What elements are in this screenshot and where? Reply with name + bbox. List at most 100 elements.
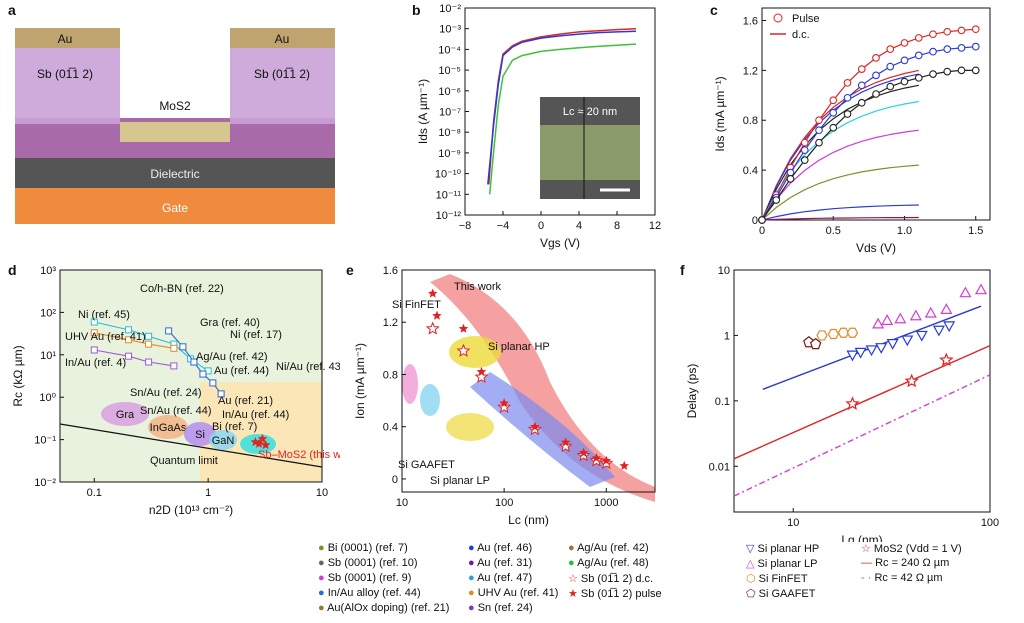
x-tick-label: 10: [316, 487, 328, 499]
legend-item: ☆ Sb (01̅1 2) d.c.: [568, 573, 654, 585]
chart-c: 0 0.5 1.0 1.5 0 0.4 0.8 1.2 1.6 Vds (V) Ids (mA µm…: [713, 7, 991, 255]
pulse-point: [872, 71, 880, 80]
x-tick-label: 0.5: [826, 225, 841, 237]
legend-item-label: Au (ref. 31): [477, 557, 533, 569]
legend-item: ▽ Si planar HP: [746, 543, 820, 555]
region-ellipse: [101, 402, 149, 426]
plot-frame: [761, 7, 991, 221]
fit-line-1: [733, 374, 991, 497]
series-point-1: [872, 317, 885, 329]
dc-curve-5: [761, 164, 919, 221]
sb-contact-left: [15, 46, 120, 124]
sb-star: [254, 438, 264, 448]
pulse-star: [578, 447, 589, 457]
annotation-label: Sb–MoS2 (this work): [258, 449, 340, 461]
pulse-point: [886, 45, 895, 54]
sb-contact-right: [230, 46, 335, 124]
y-tick-label: 0.4: [743, 165, 758, 177]
series-point-0: [875, 343, 888, 354]
legend-item: ● Sb (0001) (ref. 10): [318, 557, 418, 569]
legend-item: ● Au (ref. 47): [468, 572, 533, 584]
legend-item: ● Ag/Au (ref. 48): [568, 557, 649, 569]
pulse-point: [843, 93, 852, 102]
inset-label: Lc ≈ 20 nm: [563, 106, 617, 118]
series-point: [179, 343, 187, 351]
y-axis-label: Ids (A µm⁻¹): [416, 79, 430, 144]
y-tick-label: 0.8: [743, 115, 758, 127]
series-point-1: [924, 306, 937, 318]
y-tick-label: 1.2: [743, 65, 758, 77]
y-tick-label: 0.8: [383, 369, 398, 381]
pulse-point: [943, 67, 952, 76]
annotation-label: Ni (ref. 45): [78, 309, 130, 321]
legend-item-label: Rc = 42 Ω µm: [874, 572, 943, 584]
dc-star: [474, 369, 489, 383]
annotation-label: Ni (ref. 17): [230, 329, 282, 341]
x-tick-label: 1: [205, 487, 211, 499]
pulse-star: [428, 288, 438, 298]
x-tick-label: −8: [459, 220, 472, 232]
x-tick-label: 12: [649, 220, 661, 232]
pulse-point: [872, 90, 880, 98]
quantum-limit-line: [59, 423, 323, 468]
series-point: [190, 358, 198, 366]
x-axis-label: Lc (nm): [508, 513, 549, 527]
pulse-curve-2: [761, 69, 976, 221]
pulse-point: [786, 174, 795, 183]
legend-item: ● In/Au alloy (ref. 44): [318, 587, 421, 599]
pulse-point: [800, 146, 809, 155]
panel-label-f: f: [680, 262, 685, 278]
series-point: [125, 352, 133, 360]
dc-curve-1: [761, 73, 919, 221]
annotation-label: Au (ref. 21): [218, 395, 273, 407]
fit-line-0: [733, 344, 991, 460]
plot-frame: [59, 269, 323, 483]
pulse-point: [815, 126, 823, 135]
series-point: [145, 332, 153, 340]
panel-label-b: b: [412, 2, 421, 18]
y-axis-label: Delay (ps): [685, 364, 699, 419]
pulse-star: [432, 310, 442, 320]
pulse-point: [914, 51, 923, 60]
mos2-channel: [120, 122, 230, 142]
dc-curve-7: [761, 216, 919, 221]
region-ellipse: [184, 422, 216, 446]
legend-item-label: Si planar HP: [757, 543, 820, 555]
dc-curve-6: [761, 204, 919, 221]
legend-item: ⬠ Si GAAFET: [746, 588, 816, 600]
au-left-label: Au: [58, 32, 73, 46]
series-point: [145, 358, 153, 366]
annotation-label: Gra (ref. 40): [200, 317, 260, 329]
series-point-0: [901, 335, 914, 347]
series-point-1: [959, 286, 972, 298]
series-line-2: [94, 349, 174, 367]
legend-item-label: UHV Au (ref. 41): [477, 587, 559, 599]
mos2-label: MoS2: [159, 99, 191, 113]
x-axis-label: Lg (nm): [841, 533, 882, 542]
legend-pulse-marker: [773, 13, 783, 23]
pulse-point: [929, 70, 937, 78]
annotation-label: This work: [454, 281, 502, 293]
panel-label-c: c: [710, 2, 718, 18]
y-tick-label: 10⁻²: [34, 477, 56, 489]
annotation-label: Ag/Au (ref. 42): [196, 351, 268, 363]
pulse-point: [843, 110, 852, 118]
series-point: [125, 326, 133, 334]
series-point: [90, 329, 98, 337]
series-point: [217, 390, 225, 398]
y-tick-label: 0: [752, 215, 758, 227]
series-point-4: [845, 396, 860, 411]
legend-item-label: Si FinFET: [758, 573, 808, 585]
annotation-label: Si planar LP: [430, 475, 490, 487]
pulse-point: [929, 30, 937, 39]
sb-right-label: Sb (01̅1 2): [254, 67, 310, 81]
dc-curve-0: [761, 69, 919, 221]
pulse-star: [530, 421, 540, 431]
legend-item-label: In/Au alloy (ref. 44): [327, 587, 421, 599]
pulse-point: [829, 96, 838, 105]
series-point-4: [904, 373, 919, 388]
annotation-label: Bi (ref. 7): [212, 421, 257, 433]
legend-item-label: Au(AlOx doping) (ref. 21): [327, 602, 450, 614]
panel-label-e: e: [346, 262, 354, 278]
dc-star: [558, 439, 573, 453]
